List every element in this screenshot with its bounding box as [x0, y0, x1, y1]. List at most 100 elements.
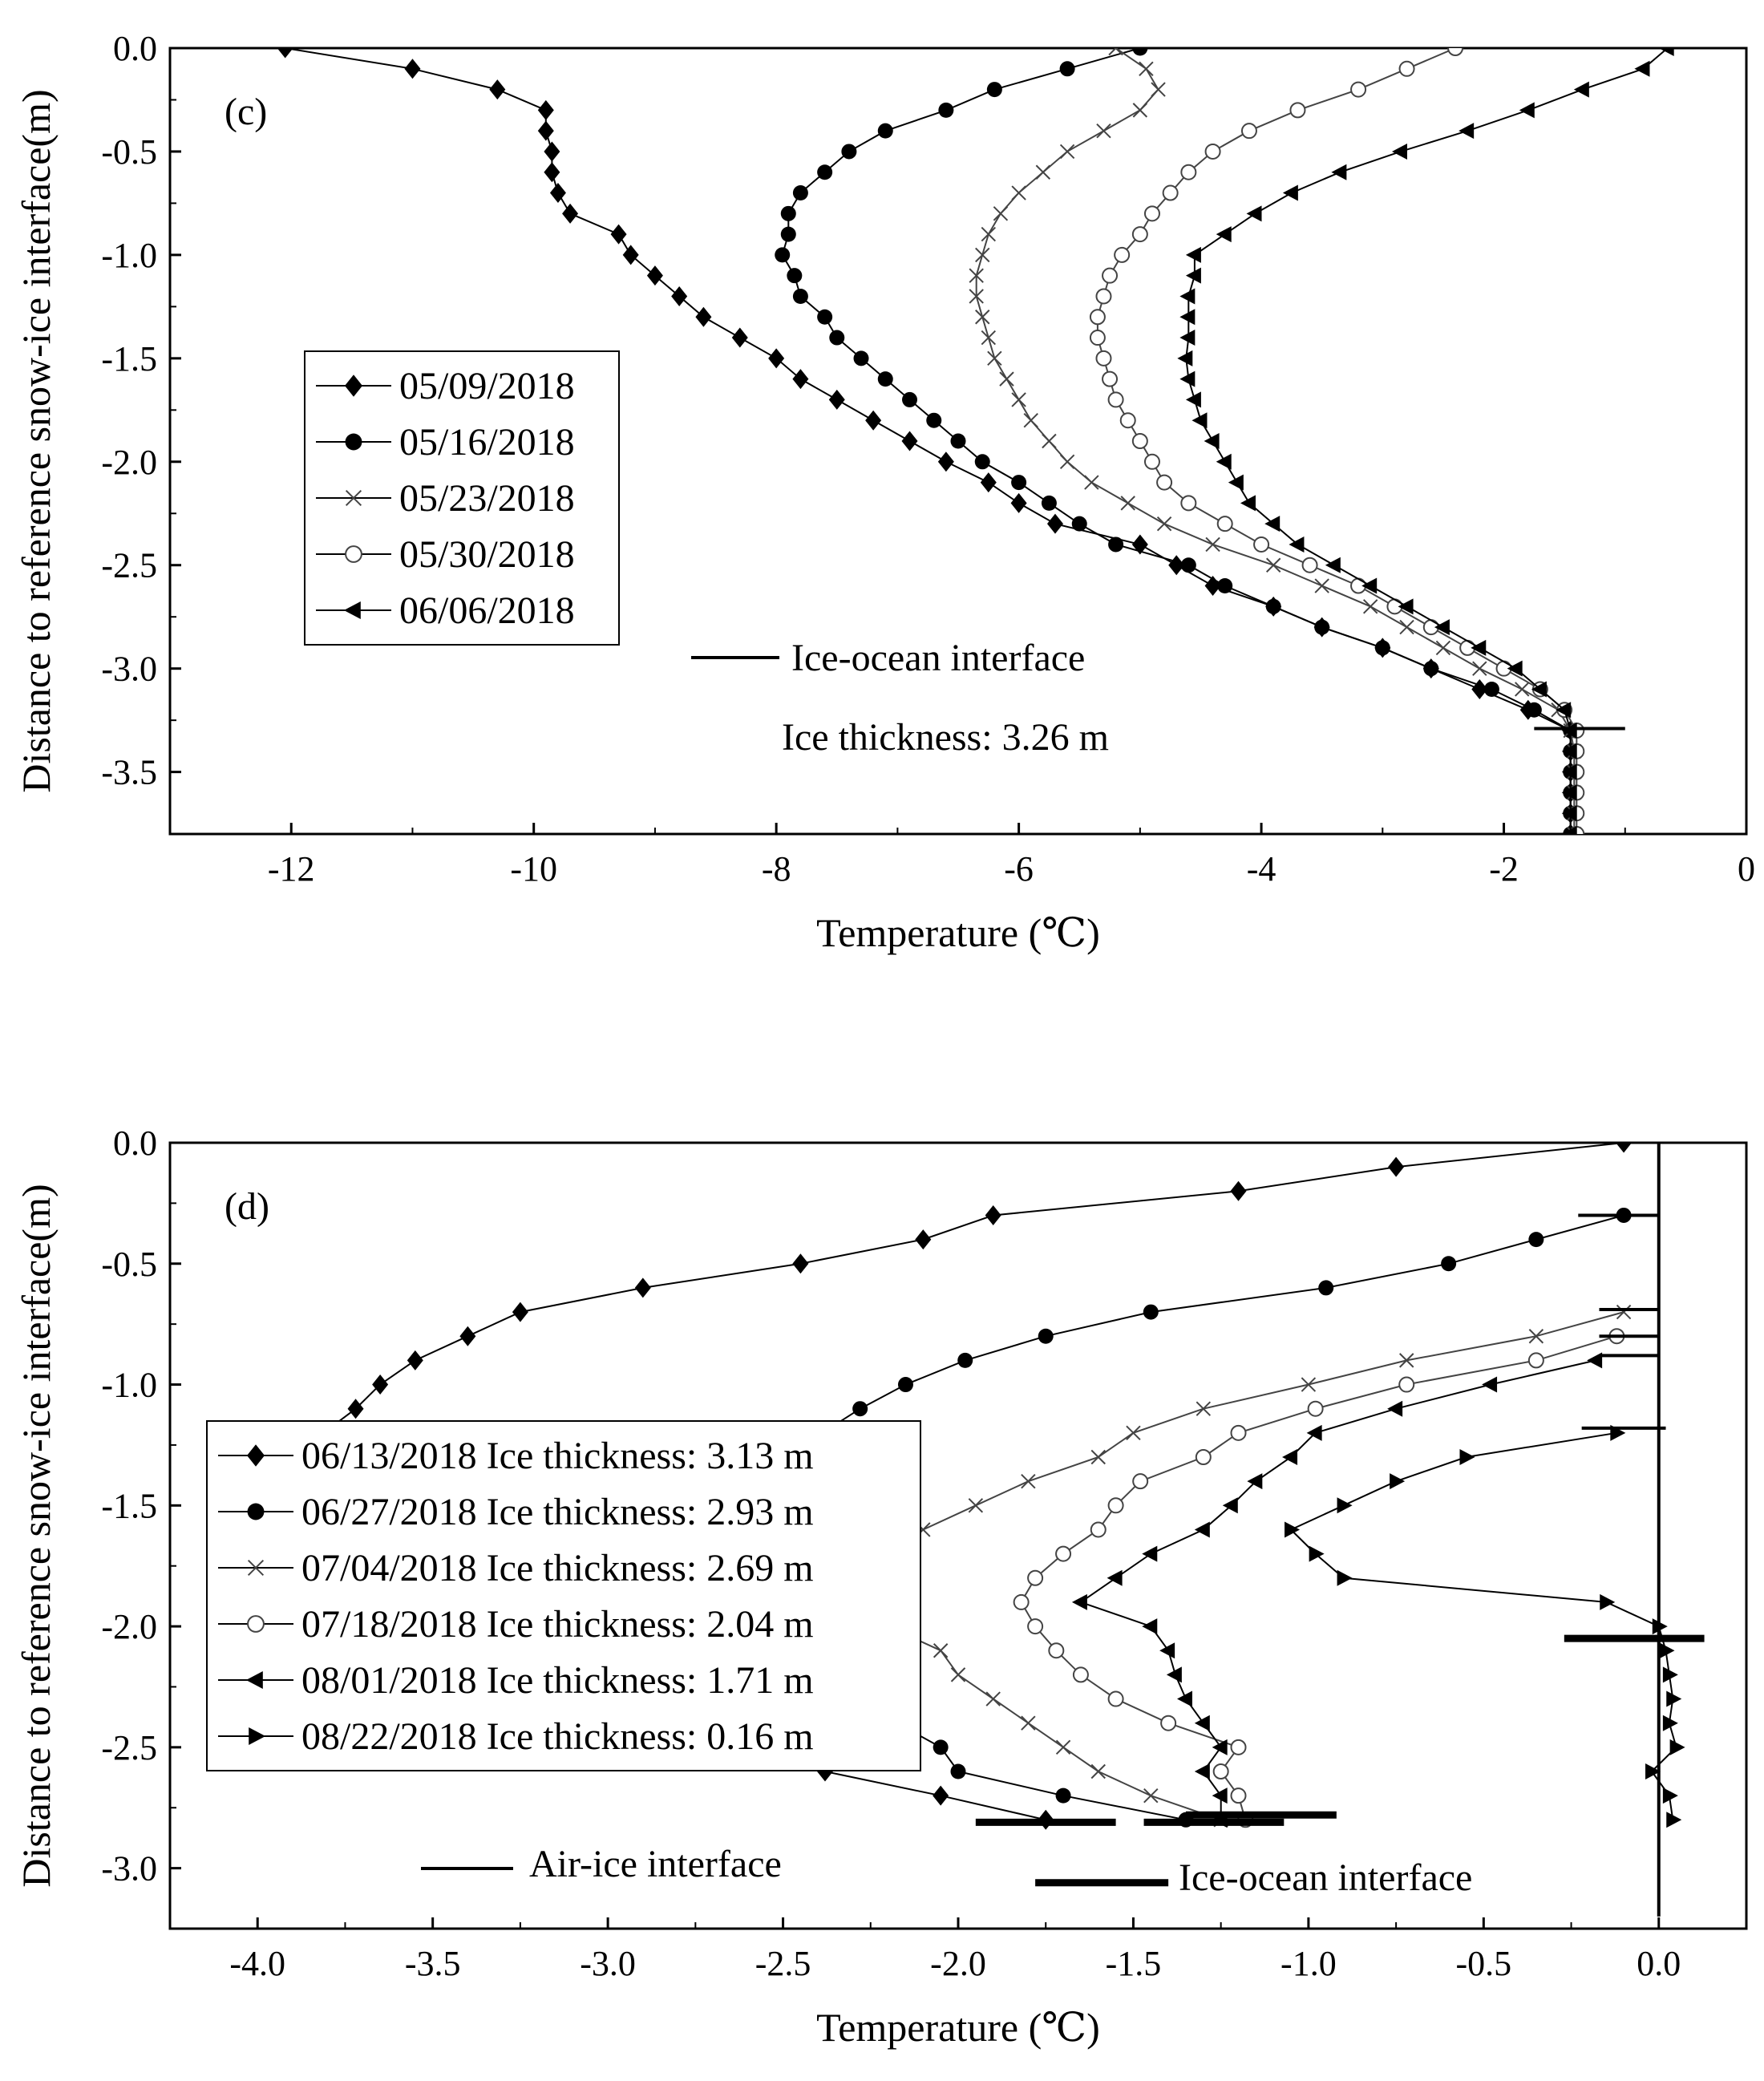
panel-c-series-2-point — [1011, 185, 1026, 200]
panel-c-series-4-point — [1185, 267, 1201, 284]
panel-c-series-2-point — [981, 226, 997, 242]
panel-c-series-2-point-stroke-b — [1023, 413, 1038, 428]
panel-c-series-3-point — [1398, 60, 1415, 77]
panel-d-series-2-point — [1616, 1304, 1632, 1320]
panel-c-x-tick-label: -4 — [1247, 849, 1276, 889]
panel-c-thickness-label: Ice thickness: 3.26 m — [782, 716, 1109, 759]
panel-c-series-1-point — [1108, 536, 1124, 553]
panel-c-series-0-point — [489, 79, 506, 100]
panel-c-series-2-point — [1435, 640, 1451, 656]
panel-c-series-2-point — [1362, 599, 1378, 614]
panel-c-series-1-point — [780, 226, 796, 242]
panel-c-series-2-point-stroke-b — [1472, 661, 1487, 676]
panel-c-series-3-point — [1289, 102, 1306, 119]
panel-d-x-tick-label: -1.5 — [1106, 1944, 1162, 1983]
panel-c-series-2-point-stroke-b — [1011, 185, 1026, 200]
panel-d-series-0-point — [634, 1277, 651, 1298]
panel-c-legend-label: 05/23/2018 — [399, 477, 575, 520]
panel-c-series-0-point — [544, 141, 560, 162]
panel-c-legend-marker — [345, 433, 362, 451]
panel-d-series-1-point — [957, 1352, 973, 1368]
panel-d-series-3-point — [1027, 1618, 1044, 1635]
panel-d-series-2-point-stroke-b — [1301, 1377, 1317, 1392]
panel-c-series-1-point — [780, 205, 796, 221]
panel-d-y-tick-label: -1.5 — [101, 1486, 157, 1525]
panel-d-series-4-point — [1107, 1569, 1123, 1586]
panel-c-series-4-point — [1561, 784, 1577, 801]
panel-c-series-4-point — [1561, 826, 1577, 834]
panel-c-series-2-point — [1035, 164, 1051, 180]
panel-c-series-0-point — [731, 327, 748, 348]
panel-c-series-4-point — [1634, 60, 1650, 77]
panel-d-series-0-point — [347, 1399, 364, 1419]
panel-c-series-3-point — [1131, 226, 1148, 243]
panel-c-series-4-point — [1658, 48, 1674, 56]
panel-d-series-4-point — [1142, 1618, 1158, 1635]
panel-c-series-1-point — [974, 454, 990, 470]
panel-d-series-2-point — [1301, 1377, 1317, 1392]
panel-c-series-2-point — [987, 350, 1002, 366]
panel-d-series-3-point — [1107, 1497, 1124, 1514]
panel-d-panel-label: (d) — [225, 1185, 269, 1228]
panel-c-series-1-point — [817, 309, 833, 325]
panel-c-series-4-point — [1391, 143, 1407, 160]
panel-d-legend-marker — [245, 1671, 263, 1689]
panel-c-series-4-point — [1179, 330, 1196, 346]
panel-d-x-axis-label: Temperature (℃) — [816, 2005, 1100, 2050]
panel-c-series-3-point — [1156, 474, 1173, 491]
panel-d-legend-label: 08/01/2018 Ice thickness: 1.71 m — [301, 1659, 814, 1702]
panel-c-legend-label: 05/16/2018 — [399, 421, 575, 464]
panel-d-series-1-point — [1528, 1232, 1544, 1248]
panel-d-series-0-point — [915, 1229, 932, 1250]
panel-c-series-0-point — [768, 348, 785, 369]
panel-d-series-0-point — [407, 1350, 423, 1370]
panel-c-legend-label: 06/06/2018 — [399, 589, 575, 632]
panel-d-series-2-point — [985, 1691, 1001, 1707]
panel-d-series-1-point — [852, 1401, 868, 1417]
panel-d-series-0-point — [459, 1326, 476, 1346]
panel-c-series-4-point — [1507, 660, 1523, 677]
panel-c-series-4-point — [1264, 516, 1281, 532]
panel-c-series-2-point — [999, 371, 1014, 387]
panel-c-series-1-point — [853, 350, 869, 366]
panel-c-series-1-point — [1526, 702, 1542, 718]
panel-c-x-tick-label: -6 — [1004, 849, 1034, 889]
panel-d-x-tick-label: 0.0 — [1637, 1944, 1681, 1983]
panel-d-series-2-point — [933, 1643, 949, 1658]
panel-c-series-1-point — [938, 102, 954, 118]
panel-c-series-2-point-stroke-b — [975, 247, 990, 263]
panel-c-legend-marker — [345, 374, 362, 397]
panel-d-series-2-point-stroke-b — [1399, 1353, 1414, 1368]
panel-c-series-2-point — [1156, 516, 1172, 532]
panel-d-air-ice-label: Air-ice interface — [529, 1843, 782, 1885]
panel-c-series-2-point-stroke-b — [1435, 640, 1451, 656]
panel-d-series-2-point — [950, 1667, 966, 1682]
panel-d-series-2-point — [1090, 1449, 1106, 1465]
panel-d-legend-marker-stroke-b — [247, 1559, 265, 1577]
panel-c-series-0-point — [562, 203, 579, 224]
panel-c-series-1-point — [792, 288, 808, 304]
panel-c-series-2-point — [1515, 682, 1530, 697]
panel-c-series-2-point-stroke-b — [1132, 103, 1148, 118]
panel-d-series-2-point — [1090, 1763, 1106, 1779]
panel-d-series-2-point-stroke-b — [1126, 1425, 1141, 1441]
panel-d-series-0-point — [1388, 1156, 1405, 1177]
panel-c-series-2-point — [1314, 578, 1329, 593]
panel-d-series-3-point — [1027, 1569, 1044, 1586]
panel-d-y-tick-label: -3.0 — [101, 1849, 157, 1889]
panel-c-series-4-point — [1282, 184, 1298, 201]
panel-d-series-2-point — [1528, 1329, 1544, 1344]
panel-d-x-tick-label: -0.5 — [1456, 1944, 1512, 1983]
panel-c-legend-marker — [343, 601, 361, 619]
panel-c-x-tick-label: 0 — [1738, 849, 1755, 889]
panel-d-series-2-point-stroke-b — [1616, 1304, 1632, 1320]
panel-c-series-2-point — [1205, 536, 1220, 553]
panel-c-series-2-point — [1265, 557, 1281, 573]
panel-d-series-3-point — [1307, 1400, 1324, 1417]
panel-c-series-2-point-stroke-b — [1362, 599, 1378, 614]
panel-d-y-tick-label: 0.0 — [113, 1123, 157, 1163]
panel-c-series-2-point-stroke-b — [1108, 48, 1118, 56]
panel-c-series-4-point — [1561, 743, 1577, 759]
panel-d-legend-marker — [247, 1503, 265, 1520]
panel-d-series-4-point — [1142, 1545, 1158, 1562]
